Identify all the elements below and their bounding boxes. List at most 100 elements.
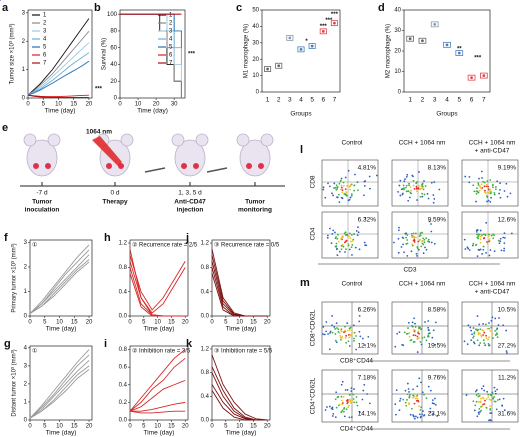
event-dot (490, 319, 493, 322)
panel-label: a (2, 2, 9, 14)
flow-plot: 9.19% (461, 159, 519, 207)
event-dot (328, 185, 331, 188)
event-dot (424, 321, 426, 323)
y-tick-label: 20 (110, 79, 117, 85)
x-tick-label: 5 (142, 424, 146, 430)
event-dot (353, 184, 356, 187)
event-dot (414, 232, 417, 235)
y-tick-label: 0.8 (201, 370, 210, 376)
event-dot (402, 344, 405, 347)
event-dot (429, 389, 432, 392)
event-dot (336, 237, 339, 240)
event-dot (467, 247, 470, 250)
event-dot (416, 335, 419, 338)
event-dot (341, 399, 343, 402)
column-header: CCH + 1064 nm (469, 281, 516, 288)
event-dot (404, 401, 407, 404)
event-dot (483, 237, 486, 239)
event-dot (350, 416, 353, 419)
event-dot (427, 197, 430, 200)
event-dot (343, 407, 346, 409)
series-line (129, 379, 186, 412)
event-dot (490, 234, 493, 237)
event-dot (347, 401, 349, 403)
event-dot (347, 244, 350, 247)
event-dot (479, 397, 482, 400)
event-dot (472, 242, 475, 245)
y-tick-label: 20 (394, 49, 401, 55)
event-dot (483, 331, 486, 334)
event-dot (480, 335, 483, 338)
mean-dot (482, 74, 486, 77)
event-dot (358, 411, 361, 413)
event-dot (353, 401, 356, 404)
event-dot (346, 402, 349, 405)
event-dot (363, 184, 366, 187)
event-dot (476, 415, 479, 418)
event-dot (349, 237, 352, 239)
event-dot (421, 337, 424, 339)
event-dot (418, 332, 421, 335)
event-dot (499, 182, 501, 185)
event-dot (428, 329, 430, 332)
panel-label: k (186, 338, 193, 350)
event-dot (420, 415, 422, 418)
event-dot (353, 189, 356, 192)
event-dot (331, 192, 333, 195)
x-tick-label: 10 (55, 102, 62, 108)
event-dot (510, 232, 513, 235)
event-dot (341, 235, 344, 238)
percentage: 6.32% (358, 217, 377, 224)
event-dot (350, 387, 353, 390)
legend-label: 1 (43, 13, 47, 19)
mean-dot (266, 67, 269, 71)
column-header: + anti-CD47 (475, 148, 510, 155)
event-dot (341, 189, 344, 191)
event-dot (324, 196, 327, 199)
mean-dot (470, 76, 473, 80)
step-name: Therapy (102, 199, 128, 206)
event-dot (496, 336, 499, 339)
x-tick-label: 10 (236, 320, 243, 326)
event-dot (481, 329, 484, 331)
x-tick-label: 5 (142, 320, 146, 326)
x-tick-label: 15 (250, 320, 257, 326)
event-dot (347, 333, 350, 336)
event-dot (337, 240, 340, 243)
event-dot (340, 328, 343, 331)
event-dot (488, 190, 491, 192)
event-dot (399, 397, 402, 400)
event-dot (425, 237, 428, 240)
event-dot (478, 408, 481, 410)
laser-label: 1064 nm (86, 129, 112, 136)
event-dot (483, 185, 486, 188)
x-tick-label: 5 (224, 320, 228, 326)
event-dot (326, 236, 329, 239)
event-dot (418, 327, 420, 330)
x-axis-label: Groups (290, 111, 312, 118)
event-dot (417, 248, 420, 251)
event-dot (412, 232, 415, 235)
event-dot (428, 220, 431, 223)
plot-frame (461, 301, 519, 355)
x-tick-label: 10 (56, 424, 63, 430)
flow-plot: 6.32% (321, 211, 379, 259)
event-dot (485, 398, 488, 400)
x-tick-label: 5 (457, 97, 461, 104)
y-tick-label: 0 (24, 418, 28, 424)
event-dot (486, 196, 489, 199)
event-dot (394, 403, 397, 406)
event-dot (398, 331, 401, 334)
event-dot (478, 395, 481, 397)
event-dot (340, 188, 342, 191)
plot-frame (321, 159, 379, 207)
event-dot (398, 409, 401, 412)
event-dot (415, 252, 418, 255)
event-dot (416, 397, 419, 400)
series-line (27, 94, 89, 98)
event-dot (342, 245, 345, 248)
event-dot (404, 389, 407, 392)
series-line (27, 94, 89, 98)
event-dot (355, 335, 358, 337)
event-dot (413, 241, 416, 243)
